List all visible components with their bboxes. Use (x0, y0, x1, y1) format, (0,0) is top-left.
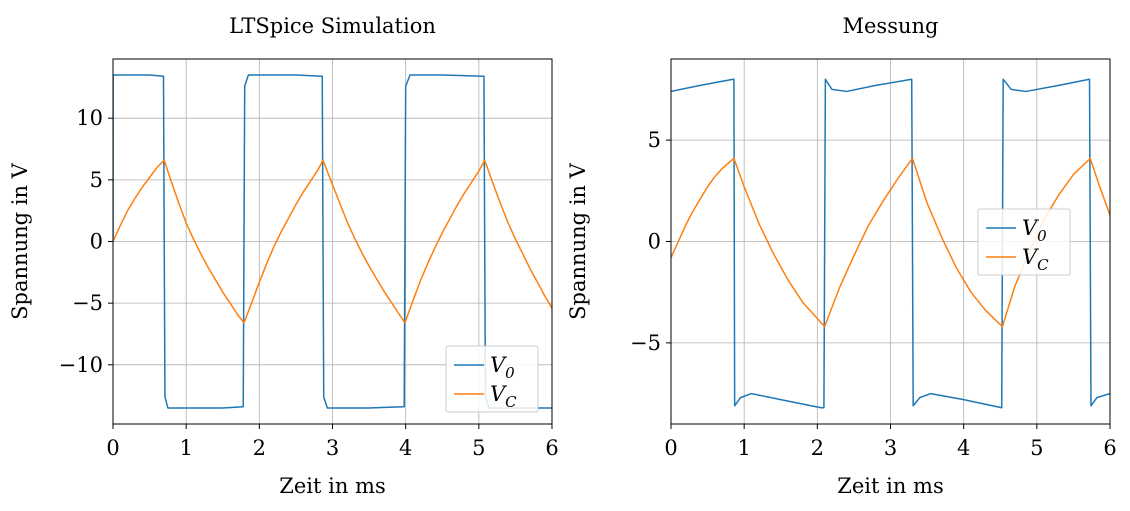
y-tick-label: 10 (76, 106, 103, 130)
x-tick-label: 5 (1030, 436, 1043, 460)
chart-title: LTSpice Simulation (229, 14, 436, 38)
x-tick-label: 0 (664, 436, 677, 460)
x-tick-label: 6 (1103, 436, 1116, 460)
x-tick-label: 0 (106, 436, 119, 460)
series-line-vc (113, 159, 552, 324)
x-tick-label: 2 (253, 436, 266, 460)
legend-box (977, 208, 1071, 276)
x-tick-label: 6 (545, 436, 558, 460)
legend-label: VC (1022, 245, 1049, 274)
chart-panel-measurement: 0 1 2 3 4 5 6 −5 0 5 Messung Zeit in ms Spannung in … (566, 14, 1117, 498)
x-tick-label: 5 (472, 436, 485, 460)
y-tick-label: 0 (90, 230, 103, 254)
legend-label: V0 (1022, 216, 1047, 245)
chart-panel-simulation: 0 1 2 3 4 5 6 −10 −5 0 5 10 LTSpice Simulation Zeit i… (8, 14, 559, 498)
x-tick-label: 1 (179, 436, 192, 460)
y-axis-label: Spannung in V (8, 162, 32, 319)
legend-label: VC (490, 382, 517, 411)
x-tick-label: 4 (399, 436, 412, 460)
chart-title: Messung (843, 14, 939, 38)
y-tick-label: −5 (630, 331, 661, 355)
y-tick-label: 5 (648, 128, 661, 152)
x-axis-label: Zeit in ms (279, 474, 385, 498)
x-tick-label: 4 (957, 436, 970, 460)
legend-box (445, 345, 539, 413)
series-line-v0 (113, 74, 552, 409)
x-tick-label: 1 (737, 436, 750, 460)
y-axis-label: Spannung in V (566, 162, 590, 319)
x-tick-label: 3 (326, 436, 339, 460)
y-tick-label: −10 (59, 353, 103, 377)
y-tick-label: 5 (90, 168, 103, 192)
x-tick-label: 2 (811, 436, 824, 460)
y-tick-label: −5 (72, 291, 103, 315)
legend-label: V0 (490, 353, 515, 382)
x-tick-label: 3 (884, 436, 897, 460)
y-tick-label: 0 (648, 230, 661, 254)
series-line-v0 (671, 78, 1110, 409)
x-axis-label: Zeit in ms (837, 474, 943, 498)
